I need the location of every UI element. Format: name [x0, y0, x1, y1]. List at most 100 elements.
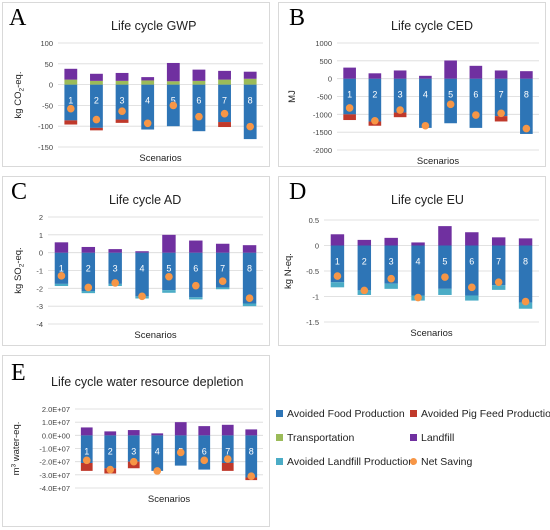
landfill-bar	[444, 60, 457, 79]
y-axis-label-tail: -eq.	[13, 72, 24, 88]
avoided-food-bar	[343, 78, 356, 115]
category-label: 6	[196, 96, 201, 106]
category-label: 4	[155, 446, 160, 456]
y-axis-label-main: kg SO	[13, 267, 24, 293]
net-saving-dot	[245, 294, 254, 302]
landfill-bar	[151, 433, 164, 436]
category-label: 4	[140, 264, 145, 274]
avoided-food-bar	[127, 435, 140, 462]
landfill-bar	[221, 424, 234, 436]
net-saving-dot	[192, 281, 200, 290]
net-saving-dot	[360, 286, 369, 295]
landfill-bar	[127, 430, 140, 436]
avoided-food-bar	[243, 84, 257, 140]
avoided-food-bar	[135, 252, 149, 297]
avoided-food-bar	[518, 245, 533, 303]
category-label: 8	[248, 96, 253, 106]
net-saving-dot	[497, 109, 505, 118]
y-axis-label: m3 water-eq.	[11, 422, 23, 476]
transportation-bar	[141, 80, 155, 85]
net-saving-dot	[57, 272, 66, 280]
legend-item-avoided-food: Avoided Food Production	[276, 408, 405, 420]
net-saving-dot	[129, 457, 138, 466]
net-saving-dot	[195, 112, 203, 121]
avoided-food-bar	[215, 252, 230, 288]
y-tick-label: -2	[36, 284, 43, 293]
avoided-food-bar	[189, 252, 203, 298]
y-tick-label: -2.0E+07	[39, 458, 70, 467]
landfill-bar	[108, 249, 122, 253]
net-saving-dot	[472, 111, 480, 119]
landfill-bar	[141, 77, 155, 81]
category-label: 5	[442, 257, 447, 267]
avoided-pig-feed-bar	[80, 462, 93, 471]
avoided-food-bar	[162, 252, 176, 291]
y-tick-label: 2	[39, 213, 43, 222]
category-label: 4	[145, 96, 150, 106]
net-saving-dot	[92, 115, 101, 124]
legend-label: Landfill	[421, 432, 455, 444]
landfill-bar	[469, 65, 483, 79]
landfill-bar	[368, 73, 382, 79]
y-axis-label: MJ	[287, 90, 298, 103]
avoided-landfill-bar	[242, 303, 257, 307]
category-label: 3	[120, 96, 125, 106]
y-axis-label-sub: 2	[19, 88, 26, 92]
panel-letter: B	[289, 5, 306, 31]
avoided-food-bar	[465, 245, 479, 296]
landfill-bar	[192, 69, 206, 81]
y-axis-label-tail: water-eq.	[11, 422, 22, 464]
category-label: 1	[335, 257, 340, 267]
category-label: 7	[496, 257, 501, 267]
y-tick-label: -500	[317, 93, 332, 102]
y-axis-label: kg N-eq.	[283, 253, 294, 289]
avoided-pig-feed-bar	[115, 119, 129, 123]
avoided-food-bar	[80, 435, 93, 463]
landfill-bar	[189, 240, 203, 253]
avoided-food-bar	[192, 84, 206, 132]
net-saving-dot	[446, 100, 455, 109]
y-tick-label: -1.0E+07	[39, 445, 70, 454]
category-label: 7	[220, 264, 225, 274]
landfill-bar	[518, 238, 533, 246]
panel-a: A Life cycle GWP 100 50 0 -50 -100 -150 kg CO2-e…	[2, 2, 270, 167]
category-label: 2	[94, 96, 99, 106]
category-label: 6	[193, 264, 198, 274]
y-axis-label-main: m	[11, 467, 22, 475]
y-axis-label: kg SO2-eq.	[13, 247, 26, 293]
category-label: 1	[68, 96, 73, 106]
avoided-landfill-bar	[438, 288, 452, 295]
landfill-bar	[80, 427, 93, 436]
y-tick-label: -1.5	[306, 318, 319, 327]
avoided-food-bar	[104, 435, 117, 469]
transportation-bar	[166, 81, 180, 85]
avoided-pig-feed-bar	[90, 127, 103, 131]
landfill-bar	[104, 431, 117, 436]
net-saving-dot	[82, 456, 91, 465]
chart-legend: Avoided Food Production Avoided Pig Feed…	[276, 408, 550, 498]
net-saving-dot	[247, 472, 256, 480]
legend-swatch	[276, 434, 283, 441]
y-tick-label: 1	[39, 231, 43, 240]
net-saving-dot	[165, 272, 173, 281]
legend-item-transportation: Transportation	[276, 432, 354, 444]
legend-item-avoided-pig-feed: Avoided Pig Feed Production	[410, 408, 550, 420]
avoided-pig-feed-bar	[393, 112, 407, 118]
y-tick-label: 50	[45, 60, 53, 69]
legend-dot	[410, 458, 417, 465]
chart-title: Life cycle CED	[391, 19, 473, 33]
chart-svg: 0.5 0 -0.5 -1 -1.5 kg N-eq. Scenarios 1 2 3 4 5 6 7 8	[283, 216, 539, 339]
y-axis-label-main: MJ	[287, 90, 298, 103]
panel-b: B Life cycle CED 1000 500 0 -500 -1000 -1500 -20…	[278, 2, 546, 167]
avoided-food-bar	[81, 252, 96, 292]
landfill-bar	[242, 245, 257, 253]
category-label: 5	[448, 90, 453, 100]
avoided-food-bar	[151, 435, 164, 471]
net-saving-dot	[333, 272, 342, 280]
net-saving-dot	[345, 104, 354, 112]
x-axis-label: Scenarios	[134, 330, 176, 341]
avoided-landfill-bar	[162, 290, 176, 293]
y-tick-label: 2.0E+07	[42, 405, 70, 414]
